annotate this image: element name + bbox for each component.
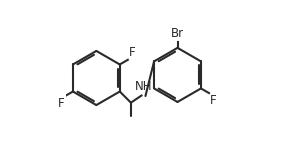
Text: F: F xyxy=(129,46,135,59)
Text: F: F xyxy=(57,97,64,110)
Text: NH: NH xyxy=(135,80,152,93)
Text: F: F xyxy=(210,94,216,107)
Text: Br: Br xyxy=(171,27,184,40)
